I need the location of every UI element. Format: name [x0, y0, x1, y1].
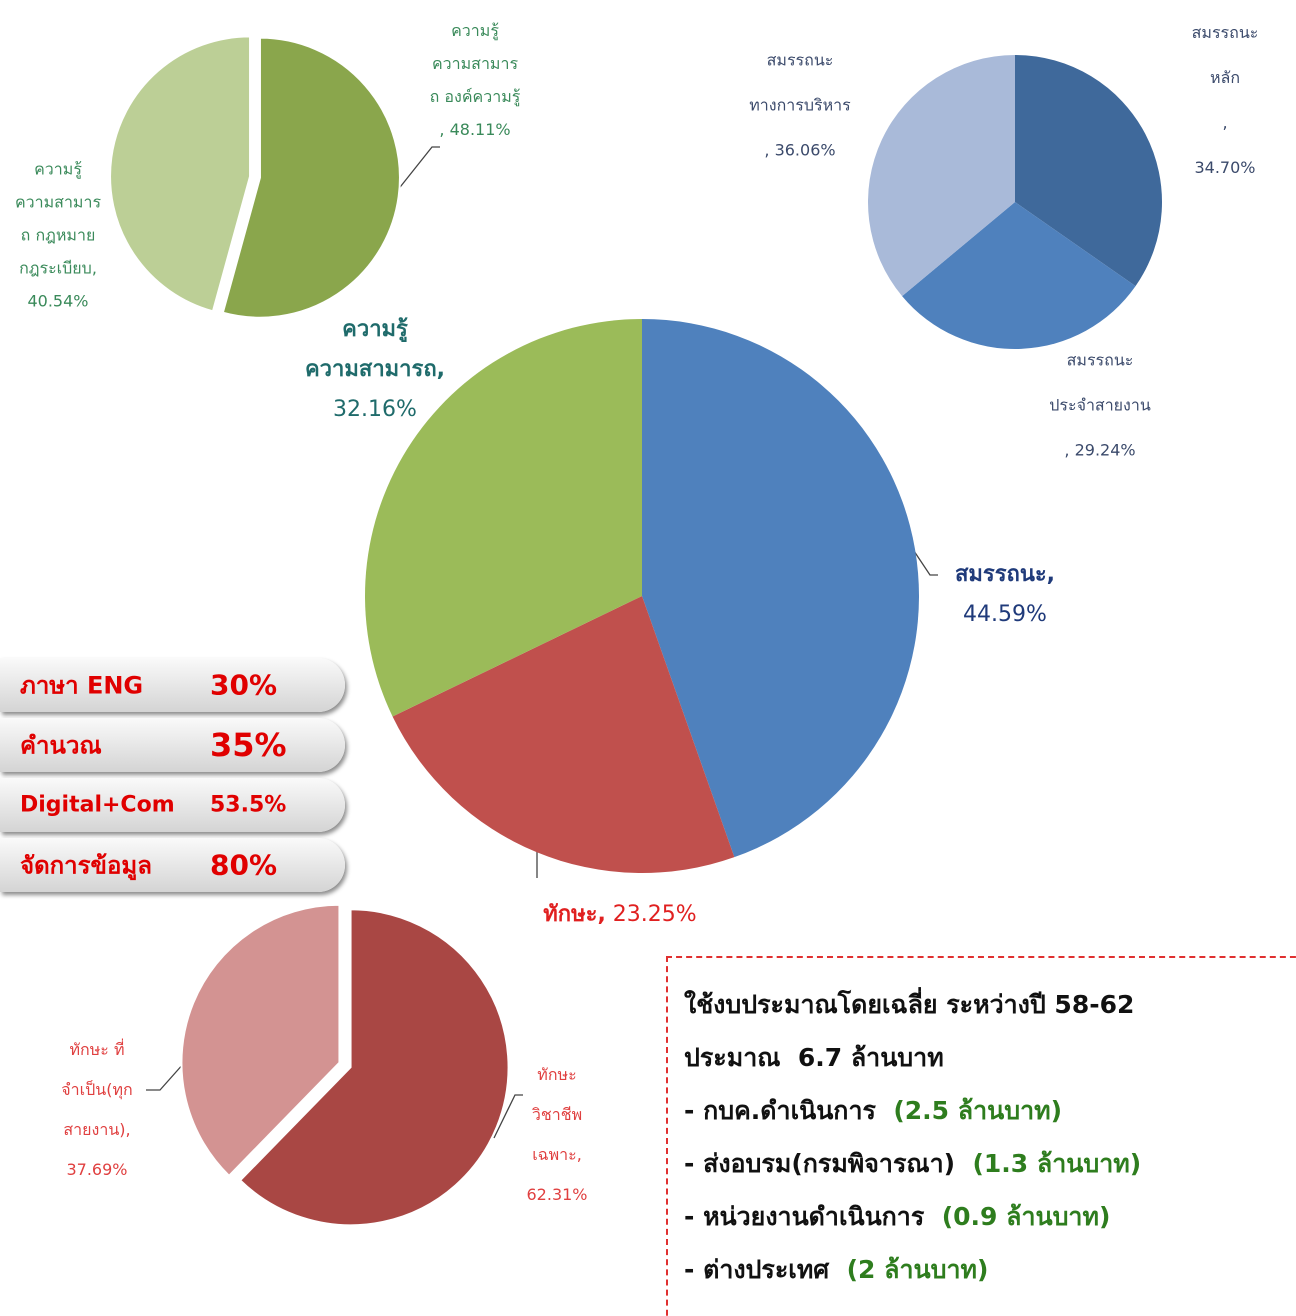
slice-value-label: , 34.70% [1194, 113, 1256, 177]
budget-item-label: - กบค.ดำเนินการ [684, 1096, 876, 1125]
slice-label: ทักษะ ที่ จำเป็น(ทุก สายงาน), 37.69% [61, 1030, 132, 1190]
slice-label: สมรรถนะ หลัก , 34.70% [1190, 10, 1261, 190]
slice-value-label: , 48.11% [439, 120, 511, 139]
pie-slice [180, 903, 341, 1178]
slice-category: สมรรถนะ ประจำสายงาน [1049, 350, 1151, 415]
budget-item: - กบค.ดำเนินการ (2.5 ล้านบาท) [684, 1084, 1296, 1137]
pill-value: 80% [210, 848, 278, 882]
budget-heading: ใช้งบประมาณโดยเฉลี่ย ระหว่างปี 58-62 [684, 990, 1135, 1019]
pie-slice [238, 908, 510, 1227]
pie-slice [109, 35, 252, 313]
slice-category: สมรรถนะ ทางการบริหาร [749, 50, 851, 115]
slice-category: ทักษะ วิชาชีพ เฉพาะ, [531, 1065, 583, 1164]
slice-category: ความรู้ ความสามาร ถ กฎหมาย กฎระเบียบ, [14, 159, 102, 278]
slice-category: ทักษะ, [543, 902, 606, 927]
slice-category: ความรู้ ความสามาร ถ องค์ความรู้ [429, 21, 521, 106]
budget-box: ใช้งบประมาณโดยเฉลี่ย ระหว่างปี 58-62 ประม… [666, 956, 1296, 1316]
slice-value-label: 44.59% [963, 602, 1047, 627]
pill-label: คำนวณ [20, 731, 102, 760]
pill-value: 53.5% [210, 792, 287, 818]
pie-slice [867, 54, 1015, 297]
slice-value-label: , 29.24% [1064, 440, 1136, 460]
budget-item: - ต่างประเทศ (2 ล้านบาท) [684, 1243, 1296, 1296]
slice-label: สมรรถนะ, 44.59% [955, 555, 1055, 635]
slice-value-label: 23.25% [612, 902, 697, 927]
slice-value-label: 32.16% [333, 397, 417, 422]
pie-slice [221, 36, 401, 319]
pill: จัดการข้อมูล 80% [0, 838, 345, 892]
slice-label: ความรู้ ความสามารถ, 32.16% [305, 310, 445, 430]
slice-value-label: 40.54% [27, 291, 89, 311]
pie-slice [642, 319, 919, 858]
leader-line [392, 146, 440, 197]
pill: ภาษา ENG 30% [0, 658, 345, 712]
slice-category: ทักษะ ที่ จำเป็น(ทุก สายงาน), [61, 1040, 133, 1139]
slice-value-label: 62.31% [526, 1185, 588, 1204]
pie-slice [902, 202, 1136, 349]
pie-slice [365, 318, 643, 717]
slice-label: ความรู้ ความสามาร ถ กฎหมาย กฎระเบียบ, 40… [15, 153, 101, 318]
budget-item-amount: (2 ล้านบาท) [846, 1255, 989, 1284]
budget-item-amount: (0.9 ล้านบาท) [941, 1202, 1111, 1231]
slice-label: ทักษะ, 23.25% [543, 895, 696, 935]
budget-item-amount: (1.3 ล้านบาท) [972, 1149, 1142, 1178]
pill-label: Digital+Com [20, 792, 175, 818]
slice-label: ความรู้ ความสามาร ถ องค์ความรู้ , 48.11% [430, 14, 521, 146]
pie-slice [1015, 55, 1162, 287]
slice-category: สมรรถนะ, [954, 562, 1056, 587]
slice-label: ทักษะ วิชาชีพ เฉพาะ, 62.31% [526, 1055, 587, 1215]
slice-category: สมรรถนะ หลัก [1191, 23, 1259, 87]
budget-item-amount: (2.5 ล้านบาท) [893, 1096, 1063, 1125]
budget-heading: ประมาณ 6.7 ล้านบาท [684, 1043, 944, 1072]
pill-value: 30% [210, 668, 278, 702]
slice-label: สมรรถนะ ประจำสายงาน , 29.24% [1049, 338, 1151, 473]
pie-slice [392, 596, 735, 873]
pill-value: 35% [210, 726, 287, 764]
slice-category: ความรู้ ความสามารถ, [304, 317, 446, 382]
leader-line [911, 547, 938, 576]
pill-label: จัดการข้อมูล [20, 851, 152, 880]
budget-item-label: - หน่วยงานดำเนินการ [684, 1202, 925, 1231]
slice-value-label: 37.69% [66, 1160, 128, 1179]
pill: Digital+Com 53.5% [0, 778, 345, 832]
slice-value-label: , 36.06% [764, 140, 836, 160]
budget-item-label: - ต่างประเทศ [684, 1255, 830, 1284]
pill-label: ภาษา ENG [20, 671, 144, 700]
slice-label: สมรรถนะ ทางการบริหาร , 36.06% [749, 38, 850, 173]
budget-item: - หน่วยงานดำเนินการ (0.9 ล้านบาท) [684, 1190, 1296, 1243]
budget-item-label: - ส่งอบรม(กรมพิจารณา) [684, 1149, 956, 1178]
pill: คำนวณ 35% [0, 718, 345, 772]
leader-line [493, 1094, 523, 1139]
budget-item: - ส่งอบรม(กรมพิจารณา) (1.3 ล้านบาท) [684, 1137, 1296, 1190]
